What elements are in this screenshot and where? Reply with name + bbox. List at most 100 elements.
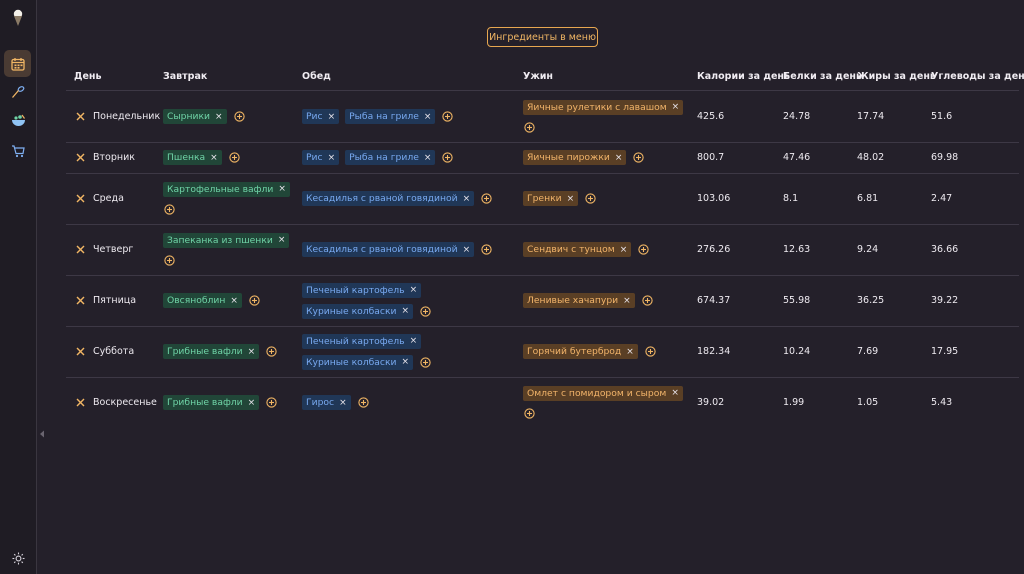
remove-dish-button[interactable]: × — [423, 152, 432, 163]
sidebar — [0, 0, 37, 574]
fat-value: 17.74 — [857, 110, 885, 122]
remove-day-button[interactable] — [74, 152, 86, 164]
dish-chip[interactable]: Грибные вафли × — [163, 344, 260, 359]
dish-chip[interactable]: Яичные рулетики с лавашом × — [523, 99, 684, 115]
add-dish-button[interactable] — [265, 345, 278, 358]
remove-dish-button[interactable]: × — [623, 295, 631, 306]
remove-dish-button[interactable]: × — [614, 152, 623, 163]
add-dish-button[interactable] — [419, 305, 432, 318]
remove-dish-button[interactable]: × — [278, 184, 286, 194]
header-fat: Жиры за день — [857, 71, 936, 82]
add-dish-button[interactable] — [163, 254, 176, 267]
add-dish-button[interactable] — [480, 243, 493, 256]
remove-dish-button[interactable]: × — [327, 111, 336, 122]
remove-dish-button[interactable]: × — [327, 152, 336, 163]
remove-day-button[interactable] — [74, 295, 86, 307]
dish-chip[interactable]: Сырники × — [163, 109, 227, 124]
plus-circle-icon — [645, 346, 656, 357]
remove-dish-button[interactable]: × — [462, 244, 471, 255]
nav-recipes-button[interactable] — [0, 84, 36, 100]
dish-chip[interactable]: Гренки × — [523, 191, 579, 206]
remove-dish-button[interactable]: × — [671, 388, 679, 398]
dish-chip[interactable]: Запеканка из пшенки × — [163, 232, 290, 248]
remove-dish-button[interactable]: × — [230, 295, 238, 306]
remove-dish-button[interactable]: × — [409, 336, 418, 346]
add-dish-button[interactable] — [584, 192, 597, 205]
dish-chip[interactable]: Пшенка × — [163, 150, 222, 165]
lunch-cell: Гирос × — [302, 395, 507, 416]
remove-dish-button[interactable]: × — [339, 397, 347, 408]
dinner-cell: Горячий бутерброд × — [523, 344, 688, 365]
remove-day-button[interactable] — [74, 193, 86, 205]
dish-chip[interactable]: Ленивые хачапури × — [523, 293, 635, 308]
fat-value: 36.25 — [857, 294, 885, 306]
remove-dish-button[interactable]: × — [566, 193, 575, 204]
add-dish-button[interactable] — [419, 356, 432, 369]
dish-chip[interactable]: Куриные колбаски × — [302, 303, 414, 319]
remove-day-button[interactable] — [74, 244, 86, 256]
remove-dish-button[interactable]: × — [619, 244, 628, 255]
dish-chip[interactable]: Печеный картофель × — [302, 333, 422, 349]
remove-dish-button[interactable]: × — [462, 193, 471, 204]
breakfast-cell: Картофельные вафли × — [163, 181, 293, 222]
dish-name: Пшенка — [167, 152, 206, 163]
theme-toggle-button[interactable] — [0, 551, 36, 565]
remove-dish-button[interactable]: × — [409, 285, 418, 295]
plus-circle-icon — [481, 244, 492, 255]
remove-dish-button[interactable]: × — [215, 111, 223, 122]
sidebar-collapse-button[interactable] — [37, 428, 47, 440]
add-dish-button[interactable] — [357, 396, 370, 409]
add-dish-button[interactable] — [523, 121, 536, 134]
remove-dish-button[interactable]: × — [423, 111, 432, 122]
remove-day-button[interactable] — [74, 111, 86, 123]
add-dish-button[interactable] — [233, 110, 246, 123]
nav-cart-button[interactable] — [0, 143, 36, 159]
dish-chip[interactable]: Гирос × — [302, 395, 351, 410]
dish-chip[interactable]: Рыба на гриле × — [345, 109, 436, 124]
nav-calendar-button[interactable] — [0, 55, 36, 72]
dish-chip[interactable]: Грибные вафли × — [163, 395, 260, 410]
remove-dish-button[interactable]: × — [671, 102, 680, 112]
dish-chip[interactable]: Горячий бутерброд × — [523, 344, 638, 359]
remove-day-button[interactable] — [74, 397, 86, 409]
ingredients-in-menu-button[interactable]: Ингредиенты в меню — [487, 27, 598, 47]
add-dish-button[interactable] — [632, 151, 645, 164]
add-dish-button[interactable] — [644, 345, 657, 358]
plus-circle-icon — [266, 397, 277, 408]
remove-dish-button[interactable]: × — [247, 397, 256, 408]
add-dish-button[interactable] — [228, 151, 241, 164]
dish-chip[interactable]: Рис × — [302, 109, 340, 124]
add-dish-button[interactable] — [248, 294, 261, 307]
nav-dishes-button[interactable] — [0, 113, 36, 129]
add-dish-button[interactable] — [441, 110, 454, 123]
dish-chip[interactable]: Картофельные вафли × — [163, 181, 290, 197]
dish-chip[interactable]: Рис × — [302, 150, 340, 165]
dish-chip[interactable]: Куриные колбаски × — [302, 354, 414, 370]
remove-dish-button[interactable]: × — [210, 152, 218, 163]
add-dish-button[interactable] — [641, 294, 654, 307]
remove-dish-button[interactable]: × — [401, 306, 410, 316]
dish-chip[interactable]: Омлет с помидором и сыром × — [523, 385, 683, 401]
dish-chip[interactable]: Печеный картофель × — [302, 282, 422, 298]
remove-day-button[interactable] — [74, 346, 86, 358]
dish-chip[interactable]: Овсяноблин × — [163, 293, 242, 308]
add-dish-button[interactable] — [637, 243, 650, 256]
plus-circle-icon — [442, 152, 454, 163]
remove-dish-button[interactable]: × — [277, 235, 286, 245]
add-dish-button[interactable] — [480, 192, 493, 205]
add-dish-button[interactable] — [523, 407, 536, 420]
add-dish-button[interactable] — [265, 396, 278, 409]
remove-dish-button[interactable]: × — [247, 346, 256, 357]
remove-dish-button[interactable]: × — [626, 346, 634, 357]
dish-chip[interactable]: Кесадилья с рваной говядиной × — [302, 191, 475, 206]
add-dish-button[interactable] — [163, 203, 176, 216]
lunch-cell: Печеный картофель × Куриные колбаски × — [302, 333, 507, 376]
add-dish-button[interactable] — [441, 151, 454, 164]
dish-chip[interactable]: Рыба на гриле × — [345, 150, 436, 165]
remove-dish-button[interactable]: × — [401, 357, 410, 367]
dish-chip[interactable]: Яичные пирожки × — [523, 150, 627, 165]
dish-chip[interactable]: Сендвич с тунцом × — [523, 242, 632, 257]
dish-chip[interactable]: Кесадилья с рваной говядиной × — [302, 242, 475, 257]
ice-cream-logo-icon[interactable] — [0, 8, 36, 28]
table-row: Вторник Пшенка × Рис × Рыба на гриле × Яичные п… — [0, 142, 1024, 173]
